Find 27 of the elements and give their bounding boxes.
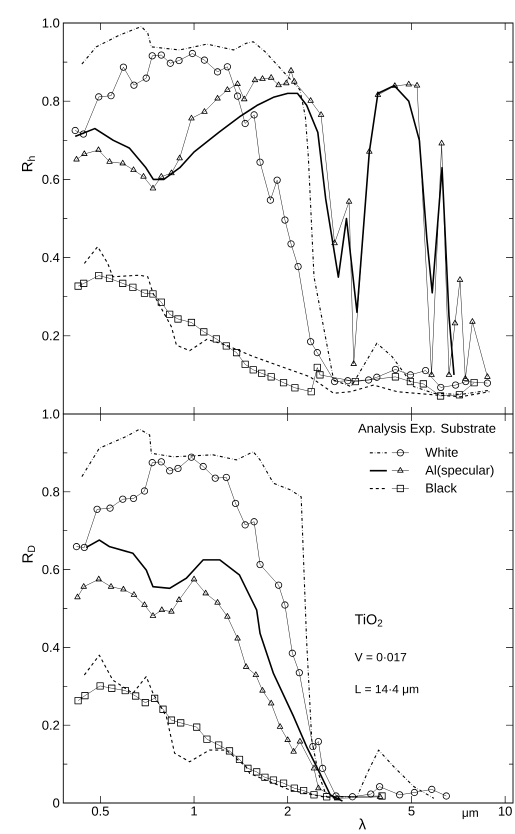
annotation: L = 14·4 μm <box>356 684 418 696</box>
y-axis-title: R$_{D}$ <box>22 546 35 562</box>
x-tick-label: 5 <box>408 806 415 816</box>
legend-title: Analysis Exp. Substrate <box>358 423 496 436</box>
legend-label: Black <box>426 483 457 493</box>
legend-label: Al(specular) <box>425 465 494 478</box>
y-tick-label: 0.2 <box>42 331 60 340</box>
x-axis-title: λ <box>358 818 366 830</box>
y-tick-label: 0.6 <box>42 174 60 184</box>
y-tick-label: 0.2 <box>42 720 60 730</box>
y-tick-label: 0.4 <box>42 642 60 652</box>
y-axis-title: R$_{h}$ <box>22 156 35 172</box>
x-tick-label: 0.5 <box>92 806 109 816</box>
x-tick-label: 2 <box>284 806 291 816</box>
x-tick-label: 10 <box>498 806 512 816</box>
legend-label: White <box>425 447 458 457</box>
annotation: TiO$_{2}$ <box>354 614 382 626</box>
x-tick-label: 1 <box>191 806 198 816</box>
y-tick-label: 0 <box>53 798 60 808</box>
y-tick-label: 0.8 <box>42 487 60 496</box>
y-tick-label: 0.6 <box>42 565 60 574</box>
y-tick-label: 1.0 <box>42 18 60 28</box>
text: μm <box>462 810 478 820</box>
y-tick-label: 0.8 <box>42 96 60 106</box>
annotation: V = 0·017 <box>354 652 406 662</box>
y-tick-label: 1.0 <box>42 409 60 419</box>
y-tick-label: 0.4 <box>42 253 60 262</box>
